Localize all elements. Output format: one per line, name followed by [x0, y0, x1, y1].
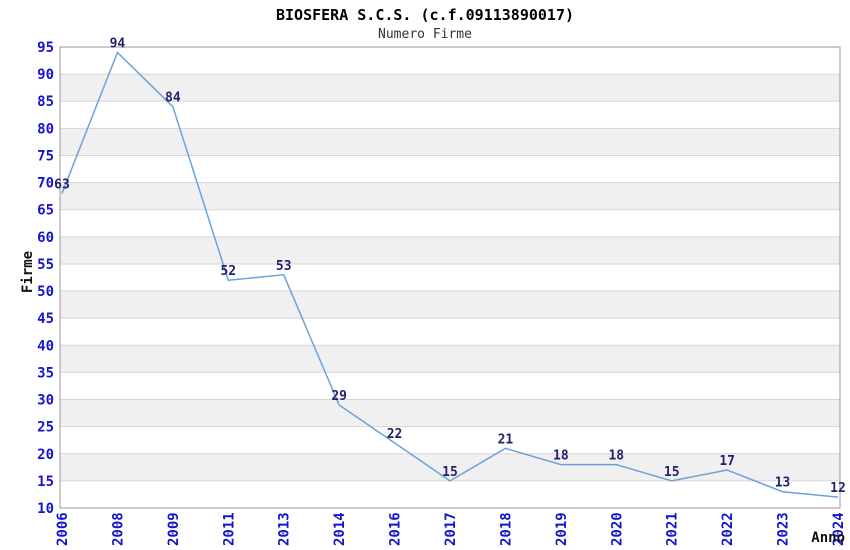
- point-label: 21: [498, 432, 514, 447]
- x-tick-label: 2024: [831, 512, 847, 546]
- plot-band: [60, 480, 840, 508]
- plot-band: [60, 128, 840, 156]
- point-label: 15: [664, 465, 680, 480]
- y-tick-labels: 10 15 20 25 30 35 40 45 50 55 60 65 70 75 80 85 90 95: [37, 40, 54, 517]
- y-tick-label: 10: [37, 501, 54, 517]
- x-tick-label: 2013: [277, 512, 293, 546]
- plot-band: [60, 345, 840, 373]
- plot-band: [60, 101, 840, 129]
- plot-band: [60, 291, 840, 319]
- point-label: 53: [276, 259, 292, 274]
- y-tick-label: 50: [37, 284, 54, 300]
- y-tick-label: 35: [37, 365, 54, 381]
- x-tick-label: 2014: [332, 512, 348, 546]
- chart-subtitle: Numero Firme: [378, 27, 472, 42]
- plot-band: [60, 426, 840, 454]
- plot-band: [60, 182, 840, 210]
- plot-band: [60, 318, 840, 346]
- y-tick-label: 85: [37, 94, 54, 110]
- plot-band: [60, 399, 840, 427]
- point-label: 13: [775, 476, 791, 491]
- y-tick-label: 60: [37, 230, 54, 246]
- point-label: 18: [608, 449, 624, 464]
- plot-border: [59, 46, 841, 509]
- y-tick-label: 70: [37, 176, 54, 192]
- x-tick-label: 2022: [720, 512, 736, 546]
- point-label: 94: [110, 36, 126, 51]
- gridlines: [60, 73, 840, 482]
- x-tick-label: 2006: [55, 512, 71, 546]
- point-label: 29: [331, 389, 347, 404]
- x-axis-title: Anno: [811, 530, 845, 546]
- x-tick-label: 2023: [776, 512, 792, 546]
- x-tick-label: 2018: [498, 512, 514, 546]
- y-tick-label: 75: [37, 148, 54, 164]
- y-tick-label: 65: [37, 203, 54, 219]
- plot-band: [60, 47, 840, 75]
- plot-band: [60, 74, 840, 102]
- point-label: 12: [830, 481, 846, 496]
- point-label: 15: [442, 465, 458, 480]
- x-tick-label: 2008: [110, 512, 126, 546]
- point-label: 18: [553, 449, 569, 464]
- y-tick-label: 45: [37, 311, 54, 327]
- y-tick-label: 20: [37, 447, 54, 463]
- x-tick-label: 2020: [609, 512, 625, 546]
- plot-band: [60, 453, 840, 481]
- y-tick-label: 40: [37, 338, 54, 354]
- x-tick-label: 2019: [554, 512, 570, 546]
- point-label: 63: [54, 177, 70, 192]
- x-tick-label: 2017: [443, 512, 459, 546]
- y-tick-label: 90: [37, 67, 54, 83]
- x-tick-labels: 2006 2008 2009 2011 2013 2014 2016 2017 2018 2019…: [55, 512, 847, 546]
- y-axis-title: Firme: [20, 251, 36, 293]
- plot-band: [60, 155, 840, 183]
- data-labels: 63 94 84 52 53 29 22 15 21 18 18 15 17 13 12: [54, 36, 846, 496]
- y-tick-label: 15: [37, 474, 54, 490]
- y-tick-label: 30: [37, 393, 54, 409]
- x-tick-label: 2016: [388, 512, 404, 546]
- y-tick-label: 80: [37, 121, 54, 137]
- plot-band: [60, 263, 840, 292]
- point-label: 22: [387, 427, 403, 442]
- point-label: 52: [220, 264, 236, 279]
- point-label: 17: [719, 454, 735, 469]
- chart-title: BIOSFERA S.C.S. (c.f.09113890017): [275, 6, 574, 24]
- plot-band: [60, 236, 840, 264]
- data-line: [61, 51, 839, 498]
- y-tick-label: 95: [37, 40, 54, 56]
- x-tick-label: 2009: [166, 512, 182, 546]
- plot-band: [60, 209, 840, 237]
- plot-band: [60, 372, 840, 400]
- x-tick-label: 2011: [221, 512, 237, 546]
- y-tick-label: 55: [37, 257, 54, 273]
- y-tick-label: 25: [37, 420, 54, 436]
- plot-bands: [60, 47, 840, 508]
- point-label: 84: [165, 91, 181, 106]
- x-tick-label: 2021: [665, 512, 681, 546]
